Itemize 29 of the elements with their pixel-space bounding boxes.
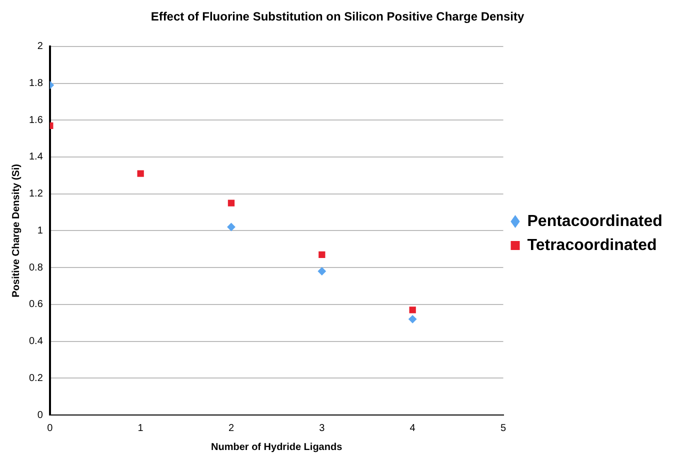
y-tick-label: 1.2	[28, 188, 44, 200]
point	[137, 170, 144, 177]
x-axis-title: Number of Hydride Ligands	[211, 442, 343, 453]
x-tick-label: 3	[319, 422, 326, 434]
y-tick-label: 1.4	[28, 152, 44, 163]
y-tick-label: 1.6	[28, 114, 44, 126]
y-tick-label: 0.2	[28, 372, 44, 384]
point	[227, 223, 236, 232]
point	[228, 200, 235, 206]
y-axis-title: Positive Charge Density (Si)	[10, 164, 22, 298]
y-tick-label: 1.8	[28, 78, 44, 90]
y-tick-label: 0.8	[28, 262, 44, 274]
chart-title: Effect of Fluorine Substitution on Silicon Positive Charge Density	[150, 10, 525, 24]
point	[318, 267, 326, 276]
legend-label: Tetracoordinated	[527, 236, 657, 254]
y-tick-label: 0.4	[28, 336, 44, 348]
legend-label: Pentacoordinated	[527, 212, 662, 230]
x-tick-label: 1	[138, 422, 144, 434]
y-tick-label: 1	[37, 225, 44, 236]
x-tick-label: 2	[228, 422, 234, 434]
x-tick-label: 5	[500, 422, 506, 434]
point	[409, 306, 416, 314]
x-tick-label: 0	[47, 422, 54, 434]
y-tick-label: 0	[37, 410, 44, 421]
point	[318, 251, 326, 258]
y-tick-label: 2	[37, 41, 44, 52]
y-tick-label: 0.6	[28, 299, 44, 310]
x-tick-label: 4	[410, 422, 416, 434]
point	[408, 315, 417, 324]
